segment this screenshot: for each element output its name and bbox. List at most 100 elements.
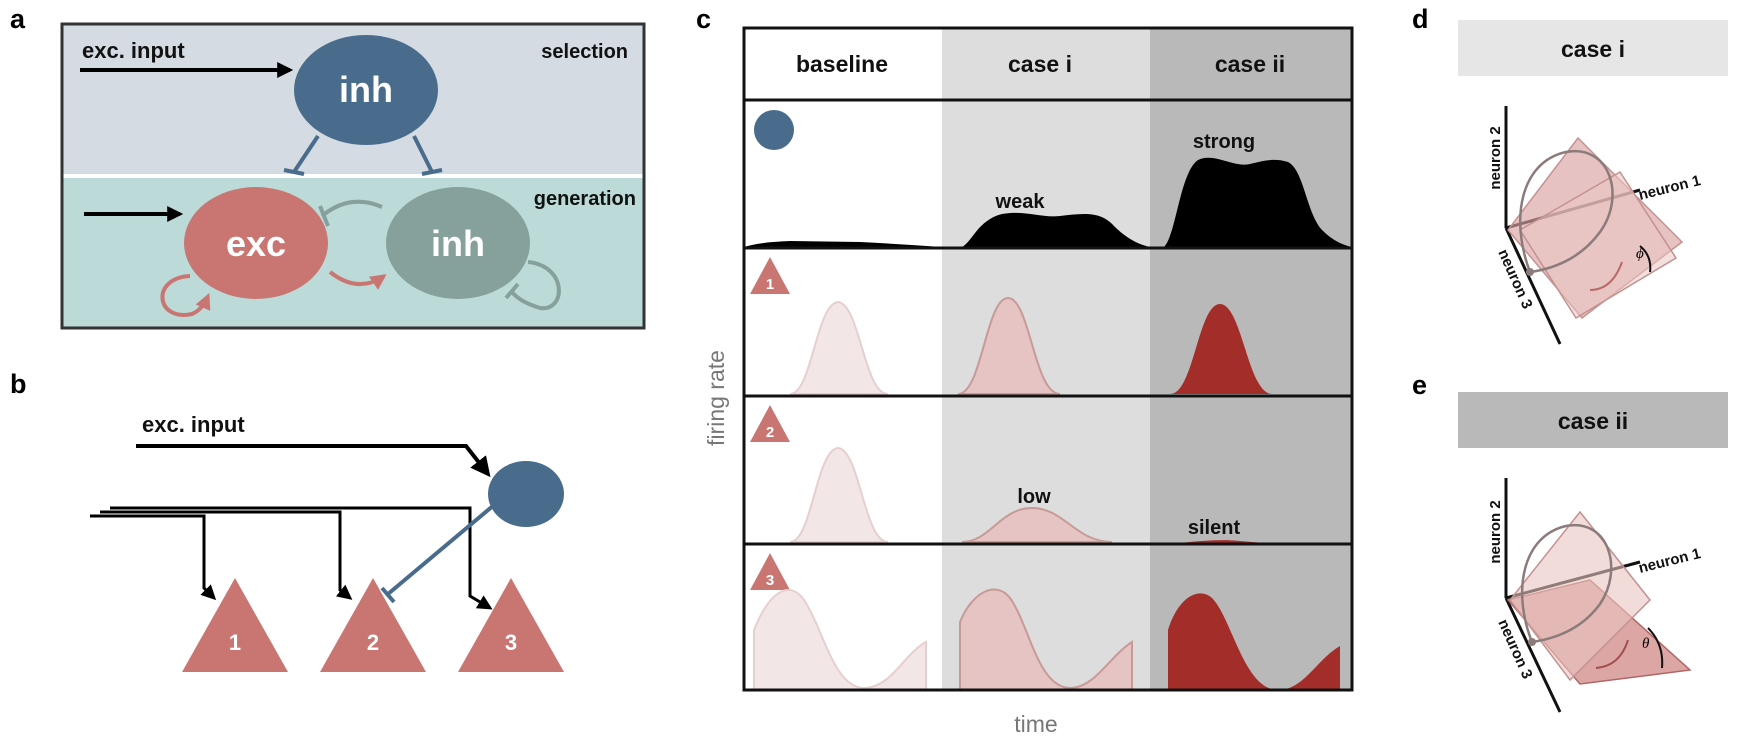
- plane-2-e: [1509, 510, 1652, 682]
- case-ii-title: case ii: [1558, 408, 1628, 434]
- axis-label-neuron-2-d: neuron 2: [1487, 126, 1504, 189]
- annotation-low: low: [1017, 486, 1051, 508]
- trace-2-case-i: [961, 506, 1113, 543]
- column-header-case-ii: case ii: [1215, 51, 1285, 77]
- exc-input-label-b: exc. input: [142, 412, 245, 437]
- y-axis-label: firing rate: [703, 350, 729, 446]
- panel-e: e case ii neuron 2 neuron 1 neuron 3 θ: [1412, 370, 1728, 713]
- trajectory-e: [1520, 523, 1613, 644]
- column-header-baseline: baseline: [796, 51, 888, 77]
- panel-b: b exc. input 1 2 3: [10, 369, 564, 672]
- trace-1-baseline: [789, 300, 889, 395]
- annotation-strong: strong: [1193, 131, 1255, 153]
- state-space-case-i: neuron 2 neuron 1 neuron 3 ϕ: [1487, 106, 1703, 345]
- exc-node: [184, 187, 328, 299]
- angle-arc-e: [1647, 627, 1664, 669]
- row-3-marker: [750, 553, 790, 590]
- exc-input-arrow-b: [136, 444, 491, 478]
- trace-1-case-i: [957, 296, 1061, 395]
- case-i-column-bg: [942, 28, 1150, 690]
- exc-label: exc: [226, 223, 286, 264]
- inhibition-bar-left: [283, 168, 305, 176]
- row-2-marker: [750, 405, 790, 442]
- input-to-neuron-2: [100, 510, 353, 600]
- trace-2-baseline: [789, 446, 889, 543]
- neuron-2-triangle: [320, 578, 426, 672]
- panel-c: c baseline case i case ii weak strong 1 …: [696, 4, 1354, 737]
- neuron-3-label: 3: [505, 630, 517, 655]
- neuron-1-triangle: [182, 578, 288, 672]
- trace-3-case-ii: [1168, 593, 1340, 690]
- neuron-1-label: 1: [229, 630, 241, 655]
- inhibition-bar-right: [421, 168, 443, 176]
- angle-arc-inner-e: [1595, 639, 1629, 669]
- trace-inh-case-ii: [1164, 157, 1352, 247]
- row-1-marker-label: 1: [766, 276, 774, 293]
- inh-self-inhibition: [510, 260, 561, 311]
- axis-label-neuron-1-e: neuron 1: [1637, 545, 1703, 577]
- axis-label-neuron-1-d: neuron 1: [1637, 172, 1703, 204]
- generation-label: generation: [534, 188, 636, 210]
- neuron-2-label: 2: [367, 630, 379, 655]
- input-to-neuron-3: [110, 506, 493, 610]
- exc-self-excitation: [160, 274, 211, 317]
- angle-arc-inner-d: [1589, 261, 1623, 291]
- row-2-marker-label: 2: [766, 424, 774, 441]
- trace-2-case-ii: [1180, 540, 1274, 543]
- axis-label-neuron-2-e: neuron 2: [1487, 500, 1504, 563]
- trace-3-case-i: [959, 588, 1133, 691]
- panel-letter-e: e: [1412, 370, 1427, 400]
- input-to-neuron-1: [90, 514, 217, 601]
- panel-letter-c: c: [696, 4, 711, 34]
- annotation-silent: silent: [1188, 517, 1241, 539]
- trajectory-start-e: [1528, 638, 1536, 646]
- panel-d: d case i neuron 2 neuron 1 neuron 3 ϕ: [1412, 4, 1728, 345]
- case-ii-column-bg: [1150, 28, 1352, 690]
- inh-selection-node: [294, 35, 438, 145]
- panel-a: a selection generation exc. input inh ex…: [10, 4, 646, 330]
- column-header-case-i: case i: [1008, 51, 1072, 77]
- state-space-case-ii: neuron 2 neuron 1 neuron 3 θ: [1487, 478, 1703, 713]
- exc-input-label-a: exc. input: [82, 38, 185, 63]
- x-axis-label: time: [1014, 711, 1057, 737]
- axis-neuron-3-d: [1504, 227, 1562, 345]
- angle-arc-d: [1639, 245, 1652, 273]
- trajectory-start-d: [1526, 268, 1534, 276]
- inhibition-line-right: [412, 135, 434, 173]
- selection-label: selection: [541, 41, 628, 63]
- inh-generation-label: inh: [431, 223, 485, 264]
- row-1-marker: [750, 257, 790, 294]
- inh-node-b: [488, 461, 564, 527]
- row-inh-marker: [754, 110, 794, 150]
- angle-label-phi: ϕ: [1636, 246, 1644, 262]
- inhibition-to-neuron-2: [386, 498, 502, 596]
- panel-a-frame: [60, 22, 646, 330]
- trajectory-d: [1518, 149, 1614, 274]
- trace-1-case-ii: [1170, 304, 1272, 394]
- case-ii-title-box: [1458, 392, 1728, 448]
- inhibition-line-left: [292, 134, 320, 174]
- plane-2-d: [1518, 170, 1678, 320]
- trace-inh-case-i: [962, 212, 1150, 247]
- inh-selection-label: inh: [339, 69, 393, 110]
- inh-to-exc-curve: [320, 199, 383, 218]
- inhibition-bar-neuron-2: [380, 586, 396, 604]
- neuron-3-triangle: [458, 578, 564, 672]
- trace-3-baseline: [753, 589, 927, 691]
- panel-letter-b: b: [10, 369, 27, 399]
- row-3-marker-label: 3: [766, 572, 774, 589]
- inh-generation-node: [386, 187, 530, 299]
- case-i-title-box: [1458, 20, 1728, 76]
- annotation-weak: weak: [995, 191, 1046, 213]
- angle-label-theta: θ: [1642, 636, 1650, 652]
- inh-self-inhibition-bar: [504, 282, 520, 300]
- panel-letter-d: d: [1412, 4, 1429, 34]
- panel-c-frame: [742, 26, 1354, 692]
- panel-letter-a: a: [10, 4, 26, 34]
- axis-neuron-3-e: [1504, 597, 1562, 713]
- trace-inh-baseline: [744, 241, 942, 247]
- case-i-title: case i: [1561, 36, 1625, 62]
- inh-to-exc-bar: [318, 205, 330, 227]
- exc-to-inh-arrow: [328, 270, 387, 290]
